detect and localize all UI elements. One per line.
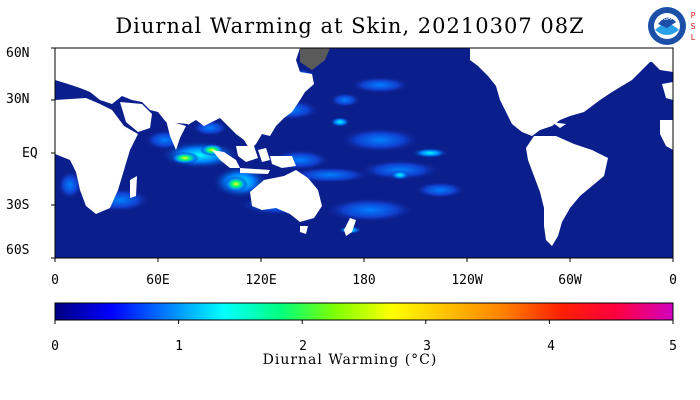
lon-label-0-end: 0 bbox=[669, 273, 677, 288]
map-title: Diurnal Warming at Skin, 20210307 08Z bbox=[115, 14, 585, 38]
lon-label-60e: 60E bbox=[146, 273, 170, 288]
colorbar-tick-label: 0 bbox=[51, 339, 59, 354]
colorbar-tick-label: 4 bbox=[547, 339, 555, 354]
missing-data-region bbox=[300, 48, 330, 70]
lon-label-60w: 60W bbox=[558, 273, 582, 288]
lat-label-30n: 30N bbox=[6, 92, 30, 107]
svg-text:P: P bbox=[691, 11, 696, 20]
lon-label-0: 0 bbox=[51, 273, 59, 288]
svg-text:S: S bbox=[690, 22, 695, 31]
colorbar-tick-label: 1 bbox=[175, 339, 183, 354]
lat-label-60n: 60N bbox=[6, 46, 30, 61]
svg-text:L: L bbox=[691, 33, 696, 42]
lat-label-eq: EQ bbox=[22, 146, 38, 161]
noaa-logo-icon: NOAA P S L bbox=[648, 7, 696, 45]
lon-label-180: 180 bbox=[352, 273, 376, 288]
colorbar-tick-label: 5 bbox=[669, 339, 677, 354]
svg-text:NOAA: NOAA bbox=[660, 16, 675, 22]
colorbar-tick-label: 2 bbox=[299, 339, 307, 354]
colorbar-title: Diurnal Warming (°C) bbox=[262, 352, 438, 368]
colorbar bbox=[54, 302, 674, 324]
colorbar-tick-label: 3 bbox=[423, 339, 431, 354]
colorbar-gradient bbox=[54, 302, 674, 321]
lat-label-60s: 60S bbox=[6, 243, 30, 258]
lon-label-120e: 120E bbox=[245, 273, 277, 288]
map-ticks bbox=[51, 47, 674, 262]
lat-label-30s: 30S bbox=[6, 198, 30, 213]
land-masses bbox=[55, 48, 673, 246]
lon-label-120w: 120W bbox=[451, 273, 483, 288]
